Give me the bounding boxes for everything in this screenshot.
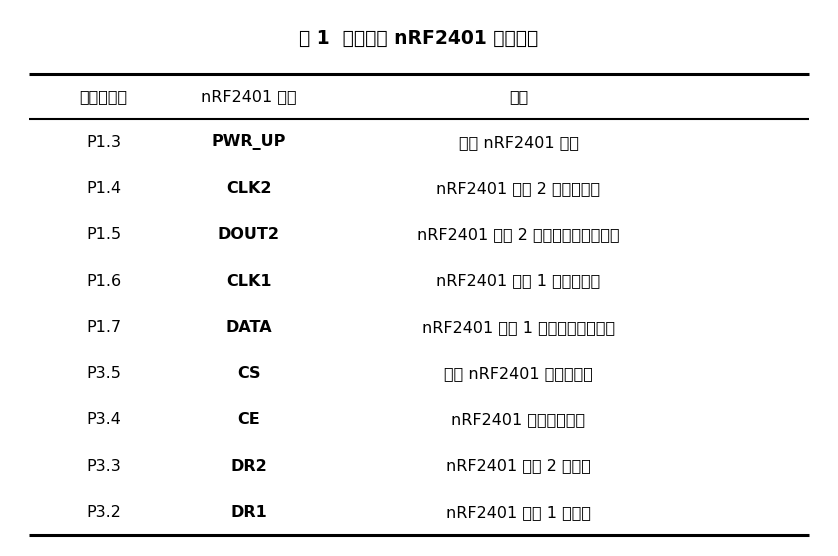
Text: P3.3: P3.3	[86, 459, 122, 474]
Text: 功能: 功能	[509, 89, 528, 104]
Text: nRF2401 中断 2 的输出: nRF2401 中断 2 的输出	[446, 459, 591, 474]
Text: P3.2: P3.2	[86, 505, 122, 520]
Text: P1.7: P1.7	[86, 320, 122, 335]
Text: 单片机端口: 单片机端口	[80, 89, 127, 104]
Text: nRF2401 通道 2 与单片机的数据通信: nRF2401 通道 2 与单片机的数据通信	[417, 227, 620, 242]
Text: P1.6: P1.6	[86, 274, 122, 289]
Text: 表 1  单片机与 nRF2401 接口说明: 表 1 单片机与 nRF2401 接口说明	[299, 29, 539, 48]
Text: 控制 nRF2401 电源: 控制 nRF2401 电源	[458, 135, 578, 150]
Text: PWR_UP: PWR_UP	[212, 135, 286, 150]
Text: 配置 nRF2401 的工作模式: 配置 nRF2401 的工作模式	[444, 366, 593, 381]
Text: P1.5: P1.5	[86, 227, 122, 242]
Text: CLK1: CLK1	[226, 274, 272, 289]
Text: nRF2401 的片选信号端: nRF2401 的片选信号端	[452, 413, 586, 427]
Text: DATA: DATA	[225, 320, 272, 335]
Text: P1.4: P1.4	[86, 181, 122, 196]
Text: CLK2: CLK2	[226, 181, 272, 196]
Text: DR2: DR2	[230, 459, 267, 474]
Text: nRF2401 中断 1 的输出: nRF2401 中断 1 的输出	[446, 505, 591, 520]
Text: CE: CE	[237, 413, 261, 427]
Text: P3.4: P3.4	[86, 413, 122, 427]
Text: nRF2401 通道 1 的时钟信号: nRF2401 通道 1 的时钟信号	[437, 274, 601, 289]
Text: CS: CS	[237, 366, 261, 381]
Text: nRF2401 通道 2 的时钟信号: nRF2401 通道 2 的时钟信号	[437, 181, 601, 196]
Text: DR1: DR1	[230, 505, 267, 520]
Text: nRF2401 通道 1 与单片机的数据通: nRF2401 通道 1 与单片机的数据通	[422, 320, 615, 335]
Text: P1.3: P1.3	[86, 135, 122, 150]
Text: nRF2401 端口: nRF2401 端口	[201, 89, 297, 104]
Text: DOUT2: DOUT2	[218, 227, 280, 242]
Text: P3.5: P3.5	[86, 366, 122, 381]
